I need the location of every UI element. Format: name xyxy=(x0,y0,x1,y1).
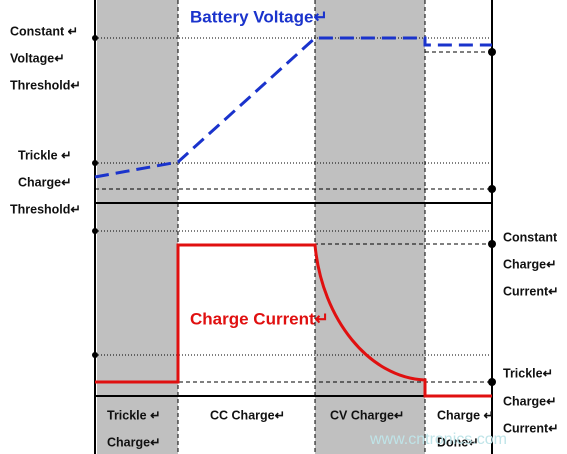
right-label: Trickle↵ xyxy=(503,366,553,380)
phase-label: Charge↵ xyxy=(107,435,161,449)
left-label: Trickle ↵ xyxy=(18,148,72,162)
right-label: Constant xyxy=(503,230,558,244)
phase-label: Charge ↵ xyxy=(437,408,494,422)
right-label: Charge↵ xyxy=(503,394,557,408)
trickle-phase-band xyxy=(97,0,178,454)
right-label: Current↵ xyxy=(503,421,559,435)
phase-label: CC Charge↵ xyxy=(210,408,285,422)
marker xyxy=(488,48,496,56)
left-label: Threshold↵ xyxy=(10,78,81,92)
phase-label: CV Charge↵ xyxy=(330,408,404,422)
left-label: Charge↵ xyxy=(18,175,72,189)
right-label: Current↵ xyxy=(503,284,559,298)
marker xyxy=(488,378,496,386)
left-label: Constant ↵ xyxy=(10,24,78,38)
cv-phase-band xyxy=(315,0,425,454)
marker xyxy=(488,240,496,248)
phase-label: Trickle ↵ xyxy=(107,408,161,422)
watermark: www.cntronics.com xyxy=(369,431,507,448)
left-label: Threshold↵ xyxy=(10,202,81,216)
marker xyxy=(92,160,98,166)
left-label: Voltage↵ xyxy=(10,51,65,65)
phase-label: Done↵ xyxy=(437,435,479,449)
marker xyxy=(92,228,98,234)
markers xyxy=(92,35,496,386)
marker xyxy=(92,35,98,41)
right-label: Charge↵ xyxy=(503,257,557,271)
marker xyxy=(488,185,496,193)
current-label: Charge Current↵ xyxy=(190,309,329,328)
marker xyxy=(92,352,98,358)
voltage-curve xyxy=(94,36,492,179)
voltage-label: Battery Voltage↵ xyxy=(190,7,328,26)
current-curve xyxy=(95,243,492,398)
